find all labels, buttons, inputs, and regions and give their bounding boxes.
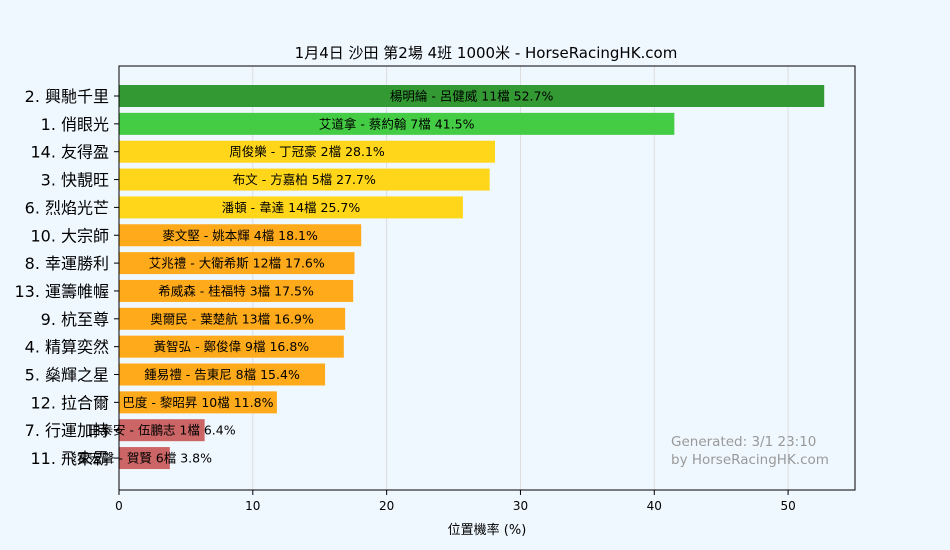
bar-value-label: 巴度 - 黎昭昇 10檔 11.8%	[122, 395, 273, 410]
y-tick-label: 7. 行運加持	[25, 421, 109, 440]
bar-labels: 楊明綸 - 呂健威 11檔 52.7% 艾道拿 - 蔡約翰 7檔 41.5% 周俊樂…	[77, 89, 554, 466]
y-tick-label: 10. 大宗師	[30, 226, 109, 245]
bar-value-label: 黃智弘 - 鄭俊偉 9檔 16.8%	[154, 339, 310, 354]
y-tick-label: 9. 杭至尊	[41, 310, 109, 329]
y-tick-label: 2. 興馳千里	[25, 87, 109, 106]
y-tick-label: 5. 燊輝之星	[25, 366, 109, 385]
bar	[119, 252, 355, 275]
bar	[119, 85, 825, 107]
bar	[119, 363, 326, 386]
bar-value-label: 周俊樂 - 丁冠豪 2檔 28.1%	[229, 144, 385, 159]
bar-value-label: 布文 - 方嘉柏 5檔 27.7%	[233, 172, 376, 187]
x-tick-label: 20	[379, 499, 394, 513]
y-tick-label: 14. 友得盈	[30, 143, 109, 162]
bar-value-label: 艾道拿 - 蔡約翰 7檔 41.5%	[319, 116, 475, 131]
bar-value-label: 希威森 - 桂福特 3檔 17.5%	[158, 283, 314, 298]
watermark-site: by HorseRacingHK.com	[671, 452, 829, 468]
gridlines	[252, 66, 789, 490]
y-axis-labels: 2. 興馳千里 1. 俏眼光 14. 友得盈 3. 快靚旺 6. 烈焰光芒 10. 大宗師…	[14, 87, 109, 468]
bar	[119, 335, 344, 358]
bar	[119, 447, 170, 470]
bar	[119, 307, 346, 330]
watermark-generated: Generated: 3/1 23:10	[671, 434, 816, 450]
x-axis-label: 位置機率 (%)	[448, 522, 527, 538]
bar-value-label: 潘頓 - 韋達 14檔 25.7%	[222, 200, 361, 215]
bar	[119, 168, 490, 191]
x-tick-label: 40	[647, 499, 662, 513]
bar-value-label: 艾兆禮 - 大衛希斯 12檔 17.6%	[149, 256, 325, 271]
y-tick-label: 12. 拉合爾	[30, 393, 109, 412]
x-tick-label: 50	[780, 499, 795, 513]
bar-value-label: 鍾易禮 - 告東尼 8檔 15.4%	[144, 367, 300, 382]
y-tick-label: 3. 快靚旺	[41, 171, 109, 190]
bar	[119, 279, 354, 302]
bar-value-label: 田泰安 - 伍鵬志 1檔 6.4%	[88, 423, 236, 438]
y-tick-label: 11. 飛來霸	[30, 449, 109, 468]
plot-frame	[118, 65, 856, 491]
plot-area	[119, 66, 855, 490]
bar	[119, 419, 205, 442]
bar	[119, 196, 463, 219]
bar-value-label: 楊明綸 - 呂健威 11檔 52.7%	[390, 89, 554, 104]
chart-title: 1月4日 沙田 第2場 4班 1000米 - HorseRacingHK.com	[295, 44, 678, 62]
bar	[119, 224, 362, 247]
x-tick-label: 30	[513, 499, 528, 513]
y-tick-label: 1. 俏眼光	[41, 115, 109, 134]
y-tick-label: 13. 運籌帷幄	[14, 282, 109, 301]
y-tick-label: 4. 精算奕然	[25, 338, 109, 357]
bar	[119, 140, 496, 163]
bar-value-label: 奧爾民 - 葉楚航 13檔 16.9%	[150, 311, 314, 326]
y-tick-label: 8. 幸運勝利	[25, 254, 109, 273]
bar-value-label: 麥文堅 - 姚本輝 4檔 18.1%	[162, 228, 318, 243]
bar-value-label: 霍宏聲 - 賀賢 6檔 3.8%	[77, 451, 212, 466]
bars	[119, 85, 825, 470]
x-tick-label: 10	[245, 499, 260, 513]
x-axis: 0 10 20 30 40 50	[114, 95, 796, 513]
y-tick-label: 6. 烈焰光芒	[25, 198, 109, 217]
x-tick-label: 0	[115, 499, 123, 513]
bar	[119, 112, 675, 135]
bar	[119, 391, 277, 414]
